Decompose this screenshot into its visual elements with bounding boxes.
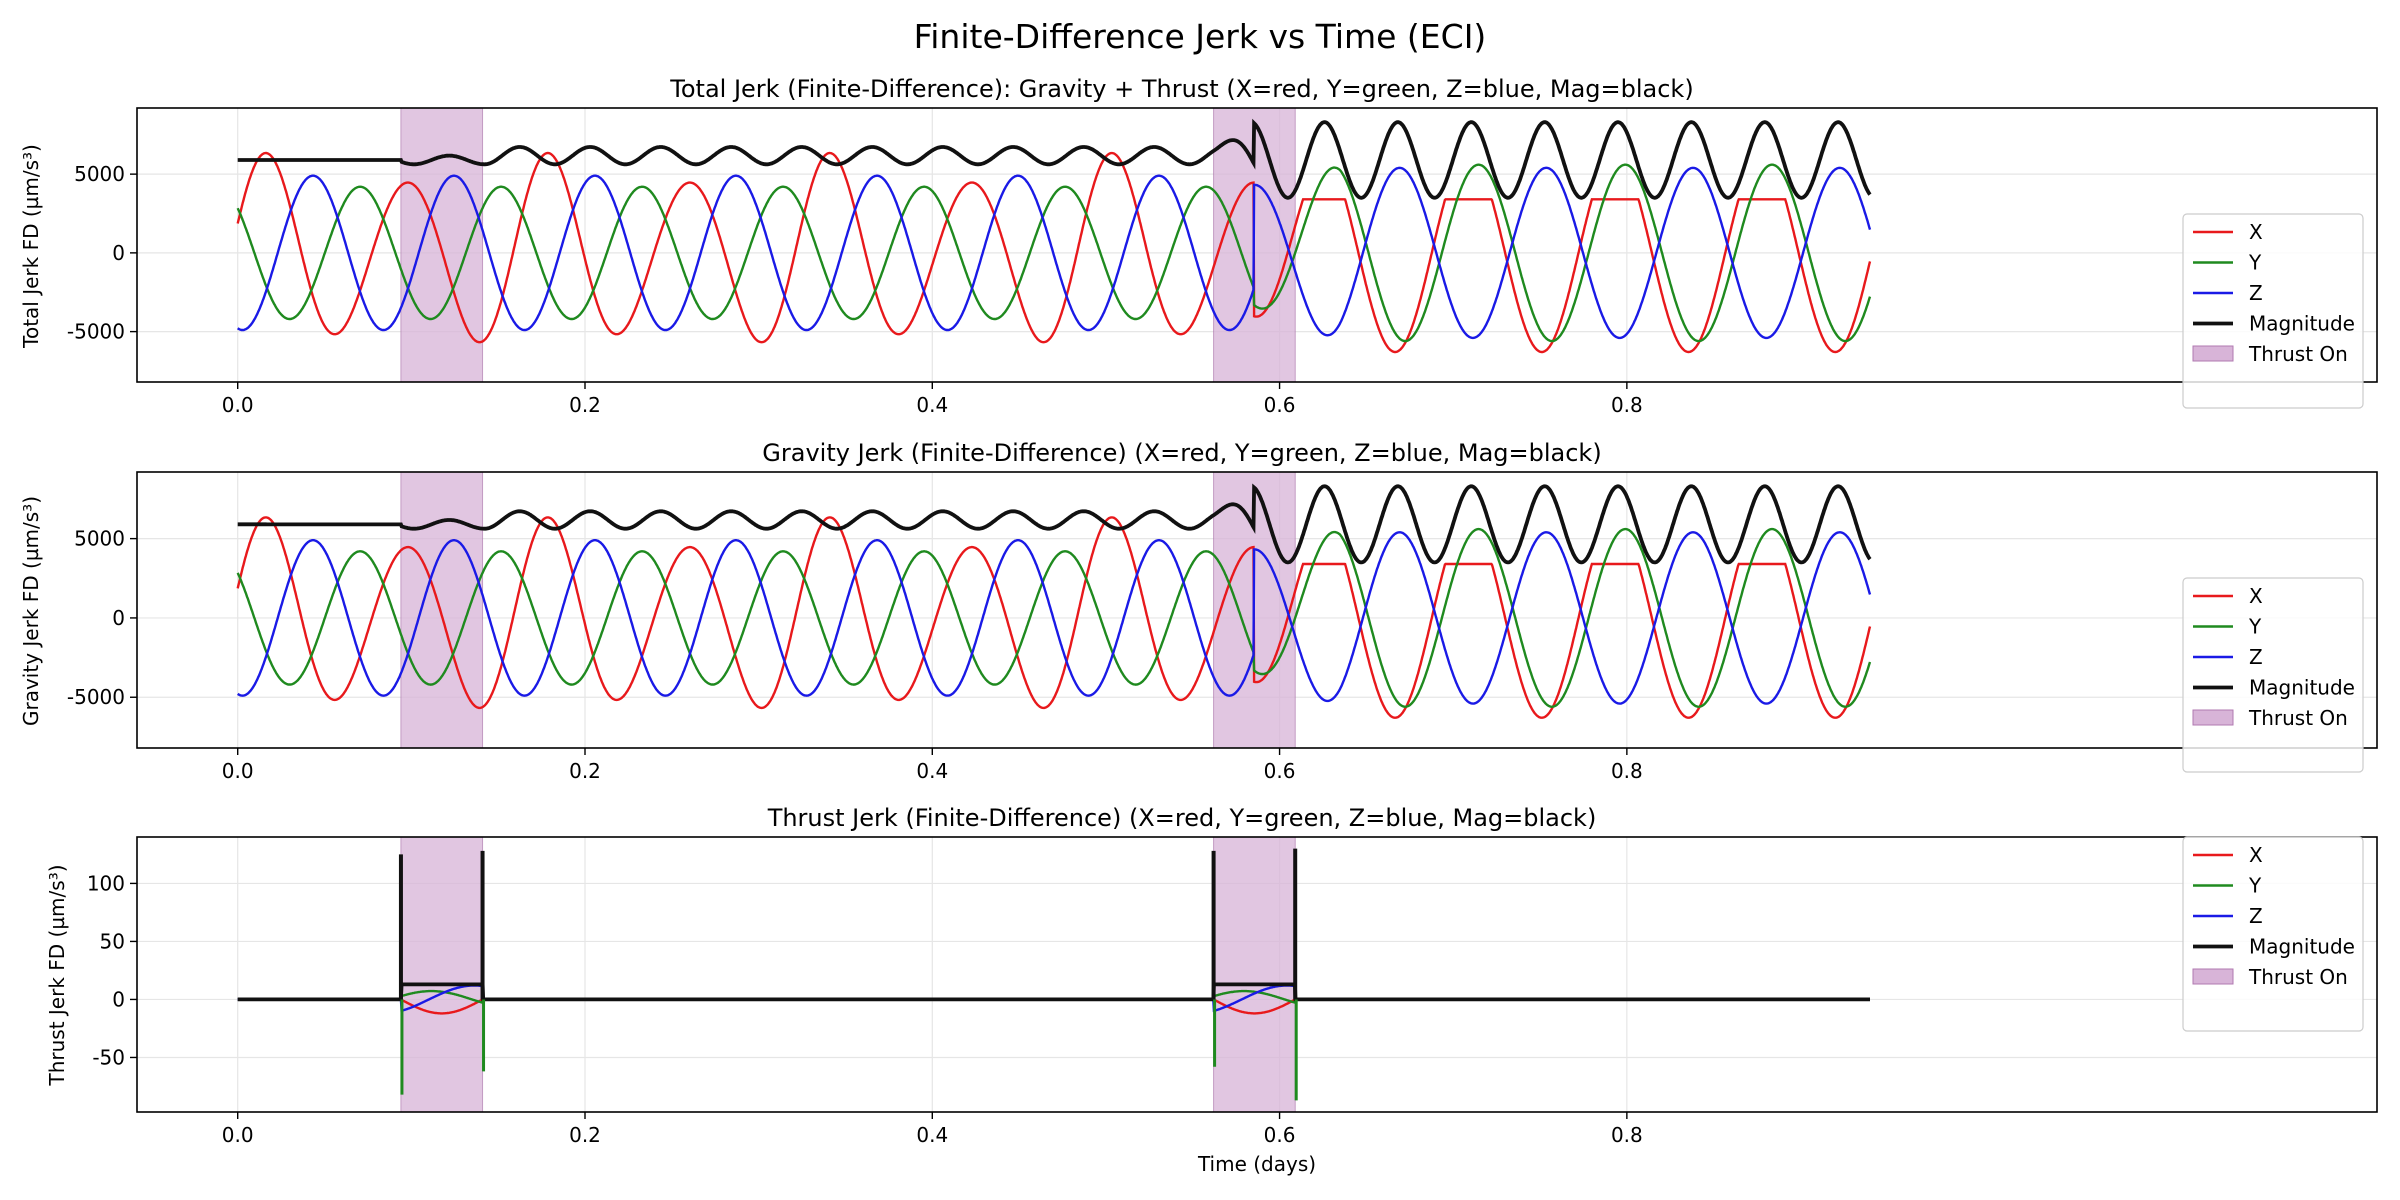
y-tick-label: -50 (92, 1045, 125, 1069)
y-axis-label: Gravity Jerk FD (µm/s³) (19, 496, 43, 726)
legend-entry: Z (2249, 281, 2263, 305)
x-tick-label: 0.6 (1264, 759, 1296, 783)
series-x-line (236, 516, 1872, 719)
axes-frame (136, 836, 2378, 1113)
legend-swatch (2192, 709, 2234, 726)
series-z-line (237, 531, 1872, 705)
series-lines (236, 118, 1872, 354)
x-tick-label: 0.8 (1611, 393, 1643, 417)
x-tick-label: 0.4 (916, 759, 948, 783)
y-tick-label: 50 (100, 929, 125, 953)
thrust-window (400, 836, 484, 1113)
thrust-window (400, 107, 484, 383)
y-tick-label: 0 (112, 606, 125, 630)
y-tick-label: 5000 (74, 162, 125, 186)
legend-entry: Y (2248, 874, 2262, 898)
y-axis-label: Total Jerk FD (µm/s³) (19, 144, 43, 349)
figure-title: Finite-Difference Jerk vs Time (ECI) (914, 17, 1487, 56)
legend-entry: X (2249, 220, 2263, 244)
total-jerk-panel: Total Jerk (Finite-Difference): Gravity … (19, 75, 2378, 417)
x-tick-label: 0.4 (916, 1123, 948, 1147)
legend: XYZ Magnitude Thrust On (2182, 836, 2364, 1032)
thrust-window (400, 471, 484, 749)
legend-swatch (2192, 345, 2234, 362)
y-tick-label: 0 (112, 987, 125, 1011)
series-z-line (237, 166, 1872, 340)
legend-entry: Y (2248, 251, 2262, 275)
legend-entry: X (2249, 843, 2263, 867)
series-lines (237, 848, 1870, 1101)
x-tick-label: 0.6 (1264, 1123, 1296, 1147)
axes-frame (136, 107, 2378, 383)
panel-title: Gravity Jerk (Finite-Difference) (X=red,… (762, 439, 1601, 467)
x-tick-label: 0.0 (222, 393, 254, 417)
thrust-window (1213, 836, 1296, 1113)
legend-entry: Z (2249, 904, 2263, 928)
panel-title: Thrust Jerk (Finite-Difference) (X=red, … (767, 804, 1597, 832)
legend-entry: Thrust On (2248, 342, 2348, 366)
axes-frame (136, 471, 2378, 749)
x-tick-label: 0.8 (1611, 759, 1643, 783)
y-tick-label: 100 (87, 871, 125, 895)
series-magnitude-line (237, 118, 1872, 200)
series-lines (236, 483, 1872, 719)
legend: XYZ Magnitude Thrust On (2182, 213, 2364, 409)
plot-area: 0.0 0.2 0.4 0.6 0.8 -5000 0 5000 XYZ Magnitude Thr… (67, 471, 2378, 783)
legend-entry: Magnitude (2249, 312, 2355, 336)
x-tick-label: 0.2 (569, 1123, 601, 1147)
legend-entry: Z (2249, 645, 2263, 669)
y-tick-label: -5000 (67, 685, 125, 709)
panel-title: Total Jerk (Finite-Difference): Gravity … (669, 75, 1693, 103)
x-tick-label: 0.0 (222, 759, 254, 783)
y-tick-label: -5000 (67, 320, 125, 344)
series-magnitude-line (237, 982, 1870, 1002)
plot-area: 0.0 0.2 0.4 0.6 0.8 -5000 0 5000 XYZ Magnitude Thr… (67, 107, 2378, 417)
y-tick-label: 5000 (74, 527, 125, 551)
series-x-line (236, 151, 1872, 354)
series-y-line (236, 527, 1872, 709)
x-tick-label: 0.4 (916, 393, 948, 417)
series-y-line (236, 163, 1872, 343)
x-tick-label: 0.2 (569, 393, 601, 417)
x-axis-label: Time (days) (1197, 1152, 1316, 1176)
series-magnitude-line (237, 483, 1872, 565)
y-tick-label: 0 (112, 241, 125, 265)
x-tick-label: 0.2 (569, 759, 601, 783)
x-tick-label: 0.8 (1611, 1123, 1643, 1147)
legend-entry: Y (2248, 615, 2262, 639)
legend-swatch (2192, 968, 2234, 985)
legend-entry: Thrust On (2248, 706, 2348, 730)
legend-entry: Magnitude (2249, 935, 2355, 959)
legend-entry: X (2249, 584, 2263, 608)
plot-area: 0.0 0.2 0.4 0.6 0.8 -50 0 50 100 XYZ Magnitude Thru… (87, 836, 2378, 1147)
legend-entry: Magnitude (2249, 676, 2355, 700)
thrust-jerk-panel: Thrust Jerk (Finite-Difference) (X=red, … (45, 804, 2378, 1176)
x-tick-label: 0.0 (222, 1123, 254, 1147)
x-tick-label: 0.6 (1264, 393, 1296, 417)
y-axis-label: Thrust Jerk FD (µm/s³) (45, 864, 69, 1086)
legend-entry: Thrust On (2248, 965, 2348, 989)
legend: XYZ Magnitude Thrust On (2182, 577, 2364, 773)
gravity-jerk-panel: Gravity Jerk (Finite-Difference) (X=red,… (19, 439, 2378, 783)
